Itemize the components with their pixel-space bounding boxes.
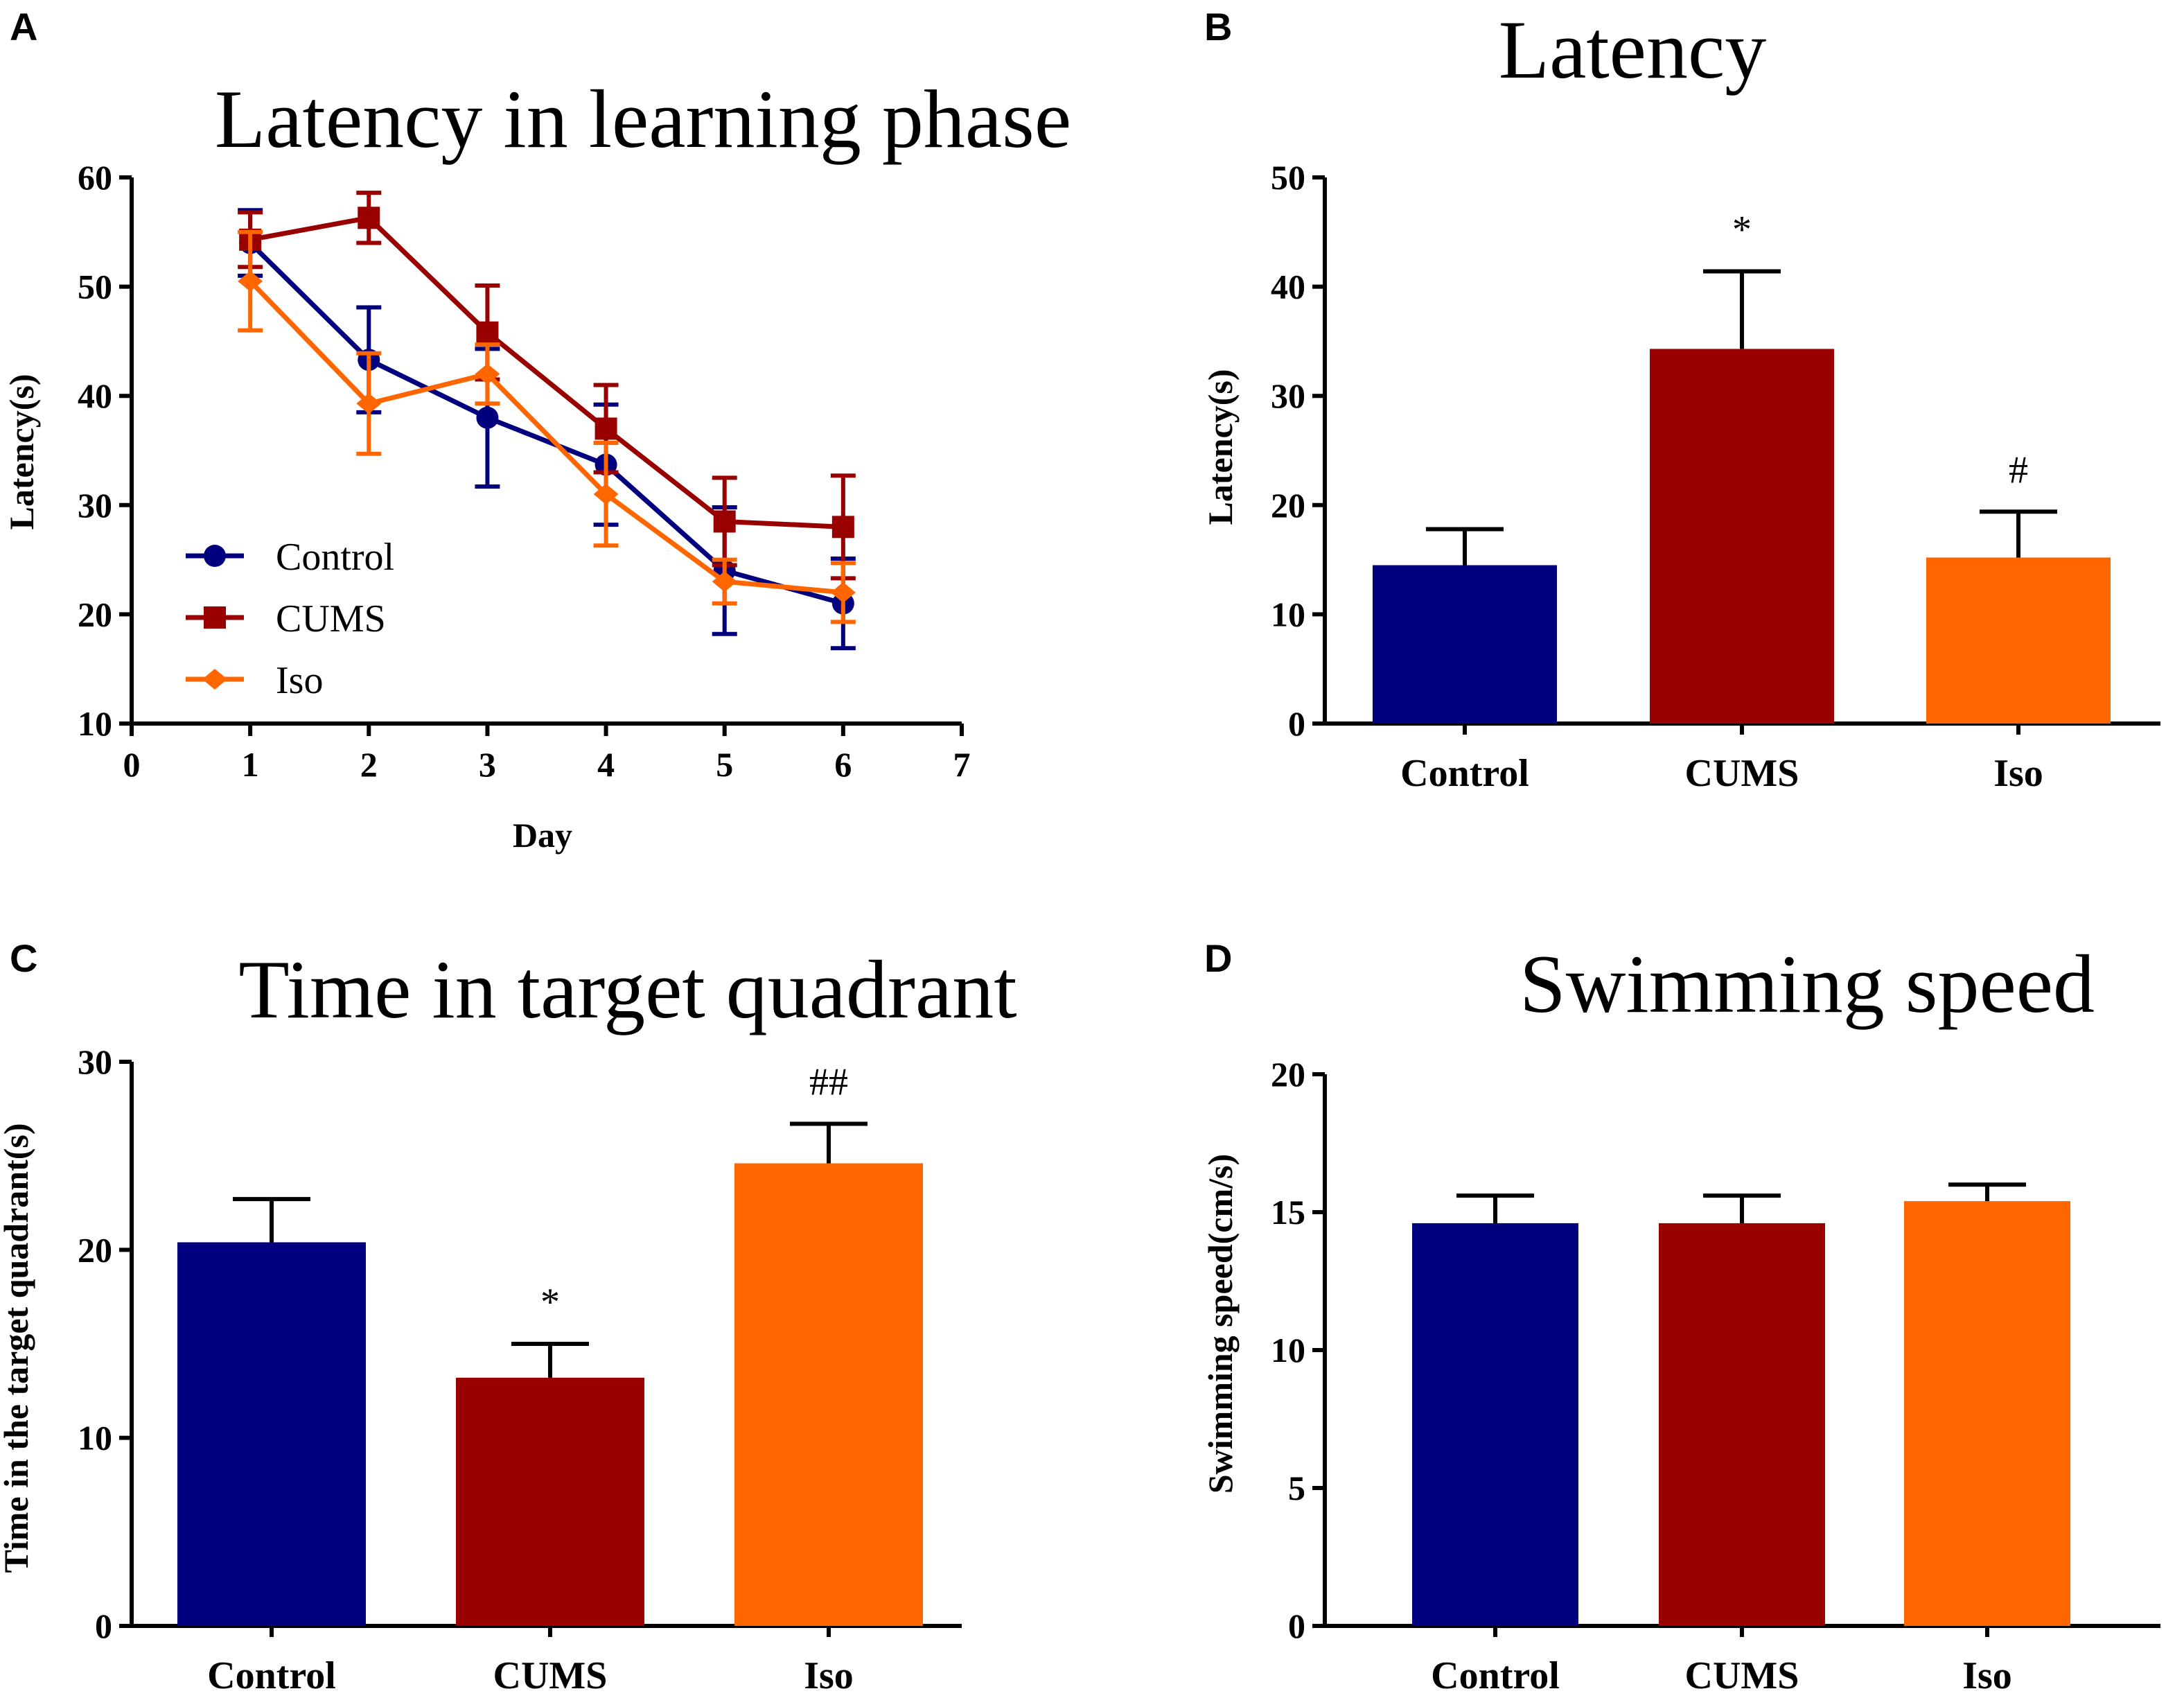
panel-b: B Latency Latency(s) 0 10 20 30 40 50 Control C… <box>1201 3 2160 795</box>
panel-b-ytick-label: 40 <box>1271 268 1305 306</box>
data-point-iso <box>356 393 382 414</box>
panel-a-xtick-label: 3 <box>479 745 496 784</box>
series-line-control <box>248 241 844 606</box>
panel-c-ylabel: Time in the target quadrant(s) <box>0 1123 35 1573</box>
category-label-control: Control <box>1431 1654 1560 1697</box>
panel-d-ytick-label: 10 <box>1271 1331 1305 1369</box>
panel-a-xtick-label: 5 <box>716 745 733 784</box>
panel-d-ytick-label: 15 <box>1271 1193 1305 1232</box>
significance-marker-iso: # <box>2009 448 2028 491</box>
panel-a-xtick-label: 4 <box>597 745 615 784</box>
panel-letter-a: A <box>10 5 37 49</box>
legend-marker-iso <box>202 669 227 690</box>
legend-label-cums: CUMS <box>276 597 386 640</box>
category-label-iso: Iso <box>1962 1654 2012 1697</box>
panel-a-xtick-label: 1 <box>242 745 259 784</box>
panel-letter-b: B <box>1204 5 1232 49</box>
category-label-iso: Iso <box>804 1654 854 1697</box>
panel-letter-d: D <box>1204 936 1232 980</box>
bar-cums <box>456 1377 644 1626</box>
bar-iso <box>734 1163 923 1626</box>
panel-d-ylabel: Swimming speed(cm/s) <box>1201 1154 1240 1494</box>
legend: Control CUMS Iso <box>186 536 394 702</box>
legend-marker-control <box>204 545 226 567</box>
bar-cums <box>1659 1223 1825 1626</box>
panel-d-title: Swimming speed <box>1520 938 2095 1030</box>
significance-marker-iso: ## <box>809 1061 848 1104</box>
panel-c-ytick-label: 10 <box>78 1419 112 1458</box>
significance-marker-cums: * <box>540 1281 560 1324</box>
category-label-cums: CUMS <box>1685 1654 1799 1697</box>
panel-b-ytick-label: 30 <box>1271 376 1305 415</box>
bar-control <box>1373 565 1557 724</box>
data-point-iso <box>712 571 737 593</box>
panel-a-ytick-label: 30 <box>78 486 112 525</box>
data-point-cums <box>713 510 736 533</box>
series-line-cums <box>249 215 844 529</box>
panel-a-ytick-label: 20 <box>78 595 112 633</box>
legend-label-control: Control <box>276 536 394 579</box>
data-point-cums <box>358 207 380 229</box>
bar-control <box>177 1242 366 1626</box>
data-point-control <box>476 406 499 429</box>
panel-a-xtick-label: 0 <box>123 745 141 784</box>
panel-a-xtick-label: 7 <box>953 745 971 784</box>
data-point-iso <box>475 363 500 385</box>
category-label-control: Control <box>207 1654 336 1697</box>
panel-c-ytick-label: 0 <box>95 1607 112 1645</box>
bar-cums <box>1650 349 1834 724</box>
panel-a-axes <box>130 177 962 726</box>
bar-iso <box>1926 557 2111 724</box>
panel-a-ytick-label: 10 <box>78 704 112 743</box>
panel-a-ylabel: Latency(s) <box>2 374 41 530</box>
panel-letter-c: C <box>10 936 37 980</box>
data-point-iso <box>238 270 263 292</box>
panel-b-ytick-label: 20 <box>1271 486 1305 525</box>
panel-c-title: Time in target quadrant <box>238 943 1016 1035</box>
panel-a-ytick-label: 50 <box>78 268 112 306</box>
data-point-iso <box>593 484 619 505</box>
data-point-cums <box>595 417 617 440</box>
category-label-cums: CUMS <box>493 1654 608 1697</box>
panel-a-title: Latency in learning phase <box>215 73 1071 165</box>
data-point-cums <box>476 321 499 344</box>
panel-c-ytick-label: 20 <box>78 1230 112 1269</box>
panel-c-ytick-label: 30 <box>78 1042 112 1081</box>
category-label-iso: Iso <box>1993 752 2043 795</box>
panel-a: A Latency in learning phase Day Latency(… <box>2 5 1071 855</box>
panel-d: D Swimming speed Swimming speed(cm/s) 0 5… <box>1201 936 2160 1697</box>
category-label-cums: CUMS <box>1685 752 1799 795</box>
series-iso <box>238 229 856 624</box>
category-label-control: Control <box>1400 752 1529 795</box>
panel-d-ytick-label: 5 <box>1288 1469 1305 1507</box>
panel-b-ytick-label: 10 <box>1271 595 1305 633</box>
panel-b-title: Latency <box>1499 3 1766 96</box>
data-point-cums <box>831 516 854 539</box>
panel-a-ytick-label: 40 <box>78 376 112 415</box>
series-cums <box>238 191 856 581</box>
panel-a-xlabel: Day <box>513 816 572 855</box>
panel-a-xtick-label: 6 <box>834 745 852 784</box>
panel-d-ytick-label: 0 <box>1288 1607 1305 1645</box>
panel-b-ytick-label: 0 <box>1288 704 1305 743</box>
series-line-iso <box>248 279 844 595</box>
panel-b-ytick-label: 50 <box>1271 158 1305 197</box>
legend-label-iso: Iso <box>276 659 323 702</box>
data-point-iso <box>830 581 856 603</box>
legend-marker-cums <box>204 606 226 629</box>
bar-control <box>1412 1223 1578 1626</box>
panel-a-ytick-label: 60 <box>78 158 112 197</box>
panel-a-xtick-label: 2 <box>360 745 378 784</box>
series-control <box>238 208 856 651</box>
panel-c: C Time in target quadrant Time in the ta… <box>0 936 1017 1697</box>
panel-d-ytick-label: 20 <box>1271 1055 1305 1094</box>
bar-iso <box>1904 1201 2070 1626</box>
panel-b-ylabel: Latency(s) <box>1201 369 1240 525</box>
significance-marker-cums: * <box>1732 209 1752 252</box>
